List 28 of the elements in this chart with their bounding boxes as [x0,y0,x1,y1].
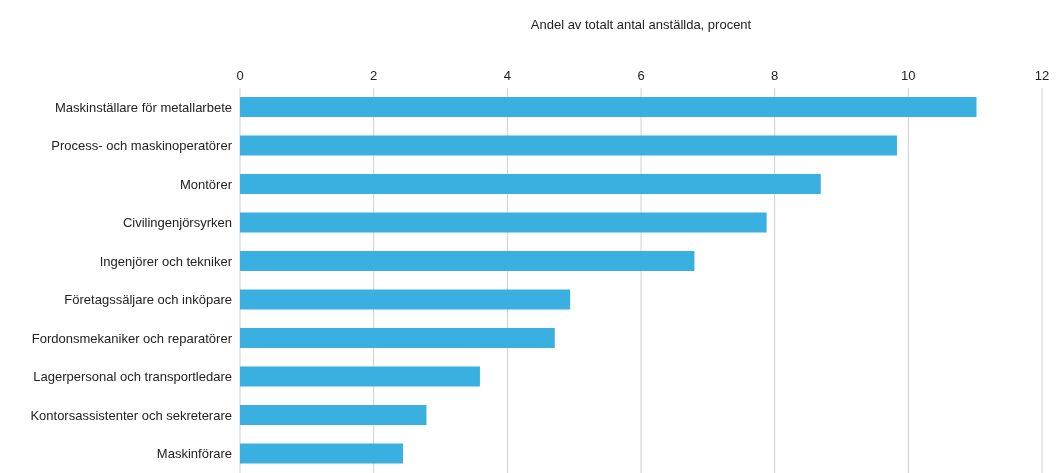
y-tick-label: Maskinställare för metallarbete [54,99,232,115]
x-tick-label: 8 [771,68,779,83]
y-tick-label: Företagssäljare och inköpare [64,292,232,308]
bar [240,212,767,233]
x-tick-label: 12 [1034,68,1050,83]
x-tick-label: 6 [637,68,645,83]
x-tick-label: 2 [370,68,378,83]
bar [240,135,897,156]
bar [240,328,555,348]
bar [240,251,695,271]
bar [240,97,977,117]
x-tick-label: 4 [503,68,511,83]
y-tick-label: Fordonsmekaniker och reparatörer [31,330,233,346]
x-tick-label: 10 [901,68,916,83]
y-tick-label: Maskinförare [156,446,232,462]
y-tick-label: Montörer [179,176,233,192]
bar [240,366,480,387]
x-axis-title: Andel av totalt antal anställda, procent [530,17,752,33]
y-tick-label: Lagerpersonal och transportledare [33,369,232,385]
bar [240,443,404,464]
x-tick-label: 0 [236,68,244,83]
bar [240,174,821,194]
bar [240,405,427,425]
y-tick-label: Process- och maskinoperatörer [51,138,233,154]
y-tick-label: Ingenjörer och tekniker [99,253,233,269]
y-tick-label: Kontorsassistenter och sekreterare [30,407,232,423]
y-tick-label: Civilingenjörsyrken [122,215,232,231]
bar [240,289,571,310]
